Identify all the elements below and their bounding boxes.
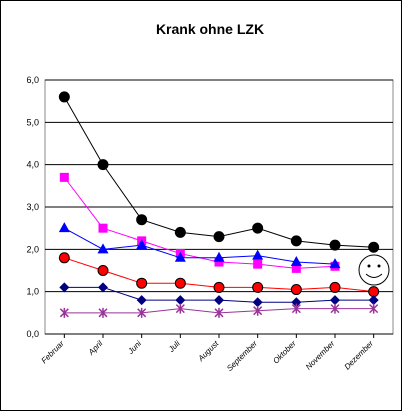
marker	[174, 251, 186, 262]
y-tick-label: 1,0	[26, 287, 39, 297]
marker	[98, 223, 108, 233]
marker	[213, 251, 225, 262]
marker	[174, 226, 186, 238]
y-tick-label: 5,0	[26, 117, 39, 127]
marker	[97, 159, 109, 171]
marker	[291, 297, 302, 308]
smiley	[358, 254, 390, 286]
marker	[97, 243, 109, 254]
marker	[136, 214, 148, 226]
marker	[97, 265, 109, 276]
marker	[98, 282, 108, 293]
marker	[290, 284, 302, 296]
chart-title: Krank ohne LZK	[156, 21, 264, 37]
y-tick-label: 4,0	[26, 160, 39, 170]
marker	[214, 257, 224, 267]
marker	[58, 252, 70, 264]
marker	[59, 307, 69, 318]
marker	[290, 256, 302, 267]
marker	[330, 303, 340, 314]
marker	[252, 281, 264, 293]
y-tick-label: 2,0	[26, 244, 39, 254]
marker	[175, 295, 186, 306]
marker	[329, 281, 341, 293]
marker	[329, 258, 341, 269]
marker	[330, 295, 340, 306]
marker	[291, 303, 301, 314]
marker	[175, 303, 185, 314]
series-line	[64, 227, 336, 265]
marker	[136, 239, 148, 250]
marker	[253, 305, 263, 316]
marker	[291, 263, 301, 273]
y-tick-label: 6,0	[26, 75, 39, 85]
marker	[369, 303, 379, 314]
marker	[98, 307, 108, 318]
marker	[58, 222, 70, 233]
marker	[214, 307, 224, 318]
marker	[290, 235, 302, 247]
marker	[213, 231, 225, 243]
y-tick-label: 3,0	[26, 202, 39, 212]
marker	[253, 259, 263, 269]
marker	[368, 241, 380, 253]
marker	[213, 281, 225, 293]
marker	[59, 172, 69, 182]
marker	[252, 222, 264, 234]
marker	[368, 295, 379, 306]
marker	[136, 295, 147, 306]
marker	[174, 277, 186, 289]
marker	[59, 282, 70, 293]
y-tick-label: 0,0	[26, 329, 39, 339]
marker	[137, 307, 147, 318]
marker	[58, 91, 70, 103]
marker	[252, 249, 264, 260]
marker	[214, 295, 224, 306]
marker	[329, 239, 341, 251]
marker	[252, 297, 263, 308]
marker	[136, 277, 148, 289]
